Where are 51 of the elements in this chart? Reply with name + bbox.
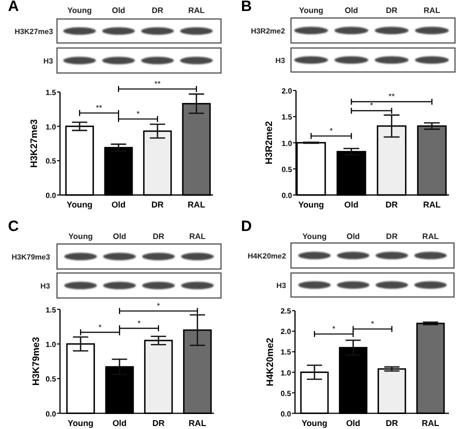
x-tick-label: DR bbox=[386, 418, 398, 428]
category-label: DR bbox=[386, 6, 398, 15]
chart-title: C bbox=[8, 218, 19, 235]
x-tick-label: DR bbox=[151, 200, 164, 210]
category-label: DR bbox=[152, 232, 164, 241]
x-tick-label: RAL bbox=[423, 200, 441, 210]
annotation: * bbox=[137, 318, 141, 328]
x-tick-label: DR bbox=[152, 418, 165, 428]
category-label: DR bbox=[386, 232, 398, 241]
y-axis-title: H3K27me3 bbox=[29, 119, 40, 168]
x-tick-label: RAL bbox=[188, 200, 206, 210]
annotation: * bbox=[330, 126, 333, 136]
x-tick-label: Old bbox=[112, 418, 127, 428]
x-tick-label: Old bbox=[344, 200, 358, 210]
category-label: Old bbox=[346, 232, 360, 241]
x-tick-label: Young bbox=[302, 418, 328, 428]
chart-title: D bbox=[241, 218, 252, 235]
category-label: RAL bbox=[422, 232, 439, 241]
x-tick-label: RAL bbox=[422, 418, 440, 428]
annotation: * bbox=[370, 101, 374, 110]
category-label: DR bbox=[152, 6, 164, 15]
annotation: * bbox=[98, 322, 102, 332]
category-label: RAL bbox=[189, 232, 206, 241]
text: ** bbox=[154, 80, 161, 88]
y-axis-title: H3R2me2 bbox=[264, 121, 275, 164]
x-tick-label: Old bbox=[111, 200, 126, 210]
annotation: * bbox=[156, 302, 160, 310]
x-tick-label: Young bbox=[298, 200, 324, 210]
annotation: ** bbox=[388, 92, 395, 102]
x-tick-label: Old bbox=[346, 418, 360, 428]
category-label: Young bbox=[67, 6, 92, 15]
category-label: Old bbox=[112, 6, 126, 15]
chart-title: A bbox=[8, 0, 19, 15]
annotation: * bbox=[332, 324, 336, 334]
chart-title: B bbox=[241, 0, 252, 15]
category-label: Young bbox=[68, 232, 93, 241]
x-tick-label: Young bbox=[68, 418, 94, 428]
y-axis-title: H4K20me2 bbox=[265, 338, 276, 386]
category-label: Young bbox=[302, 232, 327, 241]
category-label: RAL bbox=[188, 6, 205, 15]
category-label: Old bbox=[344, 6, 358, 15]
annotation: ** bbox=[96, 104, 102, 112]
x-tick-label: Young bbox=[66, 200, 92, 210]
category-label: Young bbox=[298, 6, 324, 15]
annotation: * bbox=[136, 110, 140, 118]
category-label: Old bbox=[112, 232, 126, 241]
x-tick-label: DR bbox=[385, 200, 398, 210]
category-label: RAL bbox=[424, 6, 440, 15]
y-axis-title: H3K79me3 bbox=[31, 337, 42, 386]
x-tick-label: RAL bbox=[188, 418, 206, 428]
annotation: * bbox=[370, 320, 374, 328]
